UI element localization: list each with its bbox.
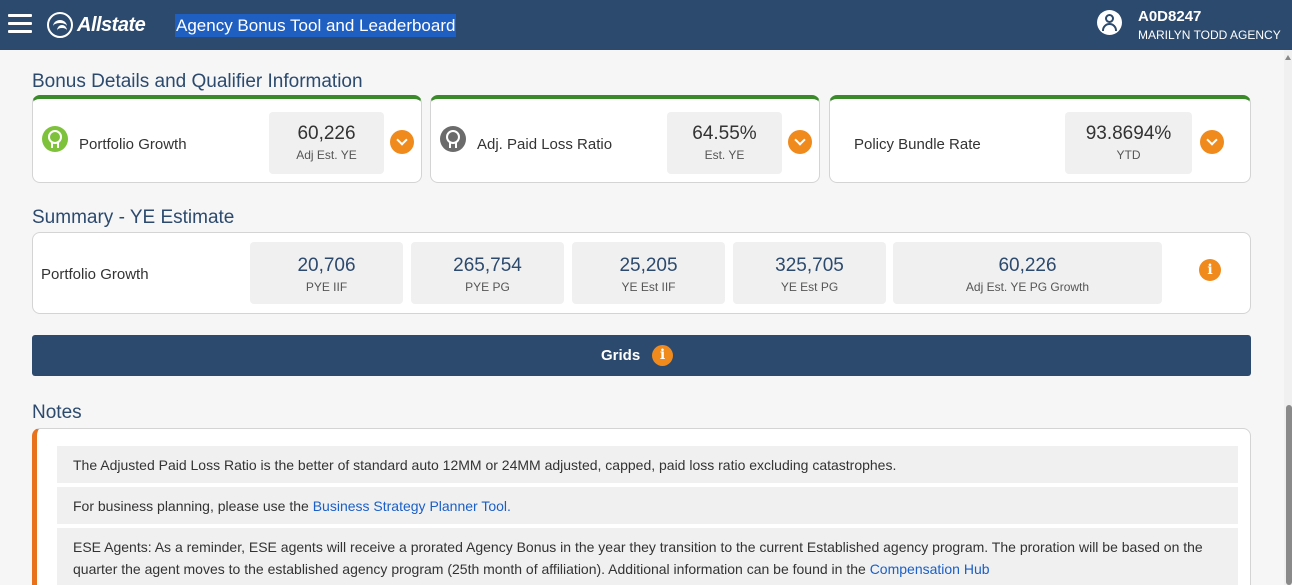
note-item: For business planning, please use the Bu… bbox=[57, 487, 1238, 524]
summary-stat: 20,706 PYE IIF bbox=[250, 242, 403, 304]
summary-heading: Summary - YE Estimate bbox=[32, 207, 235, 228]
info-icon[interactable]: i bbox=[652, 345, 673, 366]
summary-row-label: Portfolio Growth bbox=[41, 266, 149, 283]
qualifier-subtext: YTD bbox=[1116, 148, 1141, 162]
summary-stat: 25,205 YE Est IIF bbox=[572, 242, 725, 304]
top-bar: Allstate Agency Bonus Tool and Leaderboa… bbox=[0, 0, 1292, 50]
portfolio-growth-card: Portfolio Growth 60,226 Adj Est. YE bbox=[32, 95, 422, 183]
grids-toggle-button[interactable]: Grids i bbox=[32, 335, 1251, 376]
notes-heading: Notes bbox=[32, 402, 82, 423]
expand-chevron-icon[interactable] bbox=[1200, 130, 1224, 154]
summary-value: 325,705 bbox=[775, 255, 844, 276]
expand-chevron-icon[interactable] bbox=[788, 130, 812, 154]
qualifier-value-box: 64.55% Est. YE bbox=[667, 112, 782, 174]
summary-subtext: PYE PG bbox=[465, 280, 510, 294]
agency-name: MARILYN TODD AGENCY bbox=[1138, 28, 1281, 42]
qualifier-value: 64.55% bbox=[692, 123, 757, 144]
note-text: The Adjusted Paid Loss Ratio is the bett… bbox=[73, 457, 897, 473]
adj-paid-loss-ratio-card: Adj. Paid Loss Ratio 64.55% Est. YE bbox=[430, 95, 820, 183]
user-id: A0D8247 bbox=[1138, 8, 1202, 25]
expand-chevron-icon[interactable] bbox=[390, 130, 414, 154]
qualifier-label: Policy Bundle Rate bbox=[854, 136, 981, 153]
summary-stat: 265,754 PYE PG bbox=[411, 242, 564, 304]
app-title: Agency Bonus Tool and Leaderboard bbox=[175, 14, 457, 37]
qualifier-label: Adj. Paid Loss Ratio bbox=[477, 136, 613, 153]
policy-bundle-rate-card: Policy Bundle Rate 93.8694% YTD bbox=[829, 95, 1251, 183]
bonus-details-heading: Bonus Details and Qualifier Information bbox=[32, 71, 363, 92]
summary-subtext: PYE IIF bbox=[305, 280, 348, 294]
scrollbar-thumb[interactable] bbox=[1286, 405, 1292, 585]
summary-value: 20,706 bbox=[297, 255, 356, 276]
summary-subtext: YE Est IIF bbox=[621, 280, 676, 294]
qualifier-label: Portfolio Growth bbox=[79, 136, 187, 153]
note-text: ESE Agents: As a reminder, ESE agents wi… bbox=[73, 539, 1203, 577]
vertical-scrollbar[interactable] bbox=[1284, 50, 1292, 585]
scroll-up-arrow-icon[interactable] bbox=[1285, 55, 1291, 60]
award-ribbon-icon bbox=[440, 126, 466, 152]
summary-value: 60,226 bbox=[998, 255, 1057, 276]
qualifier-subtext: Est. YE bbox=[704, 148, 745, 162]
allstate-hands-icon bbox=[47, 12, 73, 38]
summary-subtext: YE Est PG bbox=[780, 280, 839, 294]
note-item: The Adjusted Paid Loss Ratio is the bett… bbox=[57, 446, 1238, 483]
notes-card: The Adjusted Paid Loss Ratio is the bett… bbox=[32, 428, 1251, 585]
qualifier-value-box: 93.8694% YTD bbox=[1065, 112, 1192, 174]
qualifier-value-box: 60,226 Adj Est. YE bbox=[269, 112, 384, 174]
summary-stat: 325,705 YE Est PG bbox=[733, 242, 886, 304]
compensation-hub-link[interactable]: Compensation Hub bbox=[869, 561, 990, 577]
summary-card: Portfolio Growth 20,706 PYE IIF 265,754 … bbox=[32, 232, 1251, 314]
grids-label: Grids bbox=[601, 347, 641, 364]
note-item: ESE Agents: As a reminder, ESE agents wi… bbox=[57, 528, 1238, 585]
summary-subtext: Adj Est. YE PG Growth bbox=[965, 280, 1090, 294]
summary-value: 25,205 bbox=[619, 255, 678, 276]
note-text: For business planning, please use the bbox=[73, 498, 313, 514]
info-icon[interactable]: i bbox=[1199, 259, 1221, 281]
user-avatar-icon[interactable] bbox=[1097, 10, 1122, 35]
qualifier-value: 60,226 bbox=[297, 123, 356, 144]
summary-value: 265,754 bbox=[453, 255, 522, 276]
allstate-logo[interactable]: Allstate bbox=[47, 12, 146, 38]
summary-stat: 60,226 Adj Est. YE PG Growth bbox=[893, 242, 1162, 304]
qualifier-value: 93.8694% bbox=[1085, 123, 1172, 144]
hamburger-icon[interactable] bbox=[8, 14, 32, 34]
award-ribbon-icon bbox=[42, 126, 68, 152]
qualifier-subtext: Adj Est. YE bbox=[296, 148, 357, 162]
business-strategy-planner-link[interactable]: Business Strategy Planner Tool. bbox=[312, 498, 511, 514]
brand-name: Allstate bbox=[77, 13, 146, 36]
